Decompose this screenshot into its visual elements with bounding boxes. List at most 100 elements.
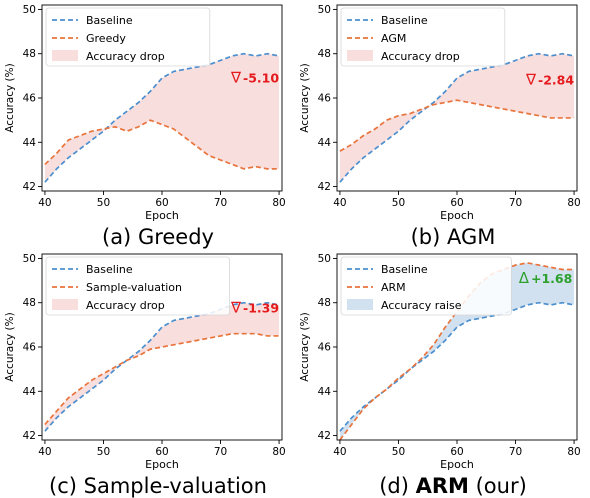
x-tick-label: 50 xyxy=(97,197,110,209)
legend-entry: Baseline xyxy=(86,14,133,27)
x-tick-label: 60 xyxy=(450,197,463,209)
y-axis-label: Accuracy (%) xyxy=(299,63,311,132)
caption-method: Greedy xyxy=(138,225,214,249)
y-tick-label: 44 xyxy=(318,386,332,398)
delta-symbol: ∇ xyxy=(230,69,242,87)
legend-entry: ARM xyxy=(381,281,406,294)
y-tick-label: 50 xyxy=(23,253,36,265)
y-tick-label: 48 xyxy=(318,297,331,309)
caption-suffix: (our) xyxy=(469,474,527,498)
series-line-method xyxy=(44,332,280,426)
caption-tag: (c) xyxy=(49,474,84,498)
delta-symbol: ∇ xyxy=(525,71,537,89)
legend-box xyxy=(340,256,512,316)
x-tick-label: 40 xyxy=(333,446,346,458)
delta-value: +1.68 xyxy=(531,271,572,286)
caption-method: AGM xyxy=(447,225,495,249)
y-tick-label: 50 xyxy=(318,4,331,16)
legend-entry: Baseline xyxy=(381,263,428,276)
caption-tag: (b) xyxy=(411,225,447,249)
delta-value: -1.39 xyxy=(243,301,279,316)
x-tick-label: 60 xyxy=(155,197,168,209)
x-tick-label: 40 xyxy=(38,446,51,458)
legend-fill-swatch xyxy=(52,299,78,310)
legend-box xyxy=(45,7,211,67)
legend-box xyxy=(340,7,506,67)
legend-fill-swatch xyxy=(347,299,373,310)
y-tick-label: 48 xyxy=(23,48,36,60)
chart-greedy: 40 50 60 70 80 42 44 46 48 50 Epoch Accuracy (%) Bas… xyxy=(4,4,286,249)
y-tick-label: 48 xyxy=(23,297,36,309)
caption-tag: (a) xyxy=(102,225,138,249)
legend-fill-swatch xyxy=(52,50,78,61)
delta-symbol: ∇ xyxy=(230,299,242,317)
x-tick-label: 80 xyxy=(567,446,580,458)
series-line-method xyxy=(339,261,575,441)
legend-box xyxy=(45,256,231,316)
subfigure-caption: (b) AGM xyxy=(411,225,496,249)
x-tick-label: 70 xyxy=(509,197,522,209)
subfigure-caption: (c) Sample-valuation xyxy=(49,474,267,498)
caption-method: ARM xyxy=(416,474,469,498)
series-line-method xyxy=(44,119,280,170)
delta-value: -2.84 xyxy=(538,73,574,88)
x-tick-label: 40 xyxy=(38,197,51,209)
chart-agm: 40 50 60 70 80 42 44 46 48 50 Epoch Accuracy (%) Bas… xyxy=(299,4,581,249)
y-tick-label: 42 xyxy=(23,181,36,193)
legend: Baseline AGM Accuracy drop xyxy=(340,7,506,67)
x-tick-label: 50 xyxy=(392,446,405,458)
legend-entry: Accuracy drop xyxy=(86,50,165,63)
legend-entry: AGM xyxy=(381,32,406,45)
accuracy-fill-area xyxy=(44,302,280,432)
legend: Baseline Sample-valuation Accuracy drop xyxy=(45,256,231,316)
y-tick-label: 44 xyxy=(23,137,37,149)
y-tick-label: 46 xyxy=(23,342,37,354)
legend-entry: Accuracy raise xyxy=(381,299,462,312)
x-tick-label: 80 xyxy=(567,197,580,209)
caption-tag: (d) xyxy=(379,474,415,498)
y-tick-label: 42 xyxy=(23,430,36,442)
legend-fill-swatch xyxy=(347,50,373,61)
delta-value: -5.10 xyxy=(243,71,279,86)
x-tick-label: 60 xyxy=(155,446,168,458)
delta-symbol: Δ xyxy=(519,269,530,287)
caption-method: Sample-valuation xyxy=(84,474,267,498)
x-axis-label: Epoch xyxy=(440,209,474,222)
x-tick-label: 70 xyxy=(214,446,227,458)
legend-entry: Accuracy drop xyxy=(86,299,165,312)
accuracy-fill-area xyxy=(339,53,575,183)
legend: Baseline ARM Accuracy raise xyxy=(340,256,512,316)
y-tick-label: 44 xyxy=(318,137,332,149)
x-tick-label: 70 xyxy=(509,446,522,458)
accuracy-fill-area xyxy=(339,262,575,440)
x-tick-label: 60 xyxy=(450,446,463,458)
y-tick-label: 46 xyxy=(318,342,332,354)
y-tick-label: 46 xyxy=(23,93,37,105)
accuracy-fill-area xyxy=(44,53,280,183)
x-axis-label: Epoch xyxy=(145,458,179,471)
y-tick-label: 48 xyxy=(318,48,331,60)
x-axis-label: Epoch xyxy=(440,458,474,471)
y-tick-label: 46 xyxy=(318,93,332,105)
chart-arm: 40 50 60 70 80 42 44 46 48 50 Epoch Accuracy (%) Bas… xyxy=(299,253,581,498)
x-tick-label: 80 xyxy=(272,197,285,209)
y-tick-label: 50 xyxy=(23,4,36,16)
x-tick-label: 50 xyxy=(97,446,110,458)
legend: Baseline Greedy Accuracy drop xyxy=(45,7,211,67)
series-line-method xyxy=(339,99,575,152)
legend-entry: Baseline xyxy=(86,263,133,276)
subfigure-caption: (d) ARM (our) xyxy=(379,474,527,498)
y-axis-label: Accuracy (%) xyxy=(4,63,16,132)
y-axis-label: Accuracy (%) xyxy=(299,312,311,381)
x-tick-label: 70 xyxy=(214,197,227,209)
legend-entry: Baseline xyxy=(381,14,428,27)
x-tick-label: 50 xyxy=(392,197,405,209)
chart-sample-valuation: 40 50 60 70 80 42 44 46 48 50 Epoch Accuracy (%) Bas… xyxy=(4,253,286,498)
y-tick-label: 42 xyxy=(318,430,331,442)
x-tick-label: 80 xyxy=(272,446,285,458)
legend-entry: Sample-valuation xyxy=(86,281,182,294)
y-tick-label: 44 xyxy=(23,386,37,398)
legend-entry: Accuracy drop xyxy=(381,50,460,63)
x-tick-label: 40 xyxy=(333,197,346,209)
y-axis-label: Accuracy (%) xyxy=(4,312,16,381)
